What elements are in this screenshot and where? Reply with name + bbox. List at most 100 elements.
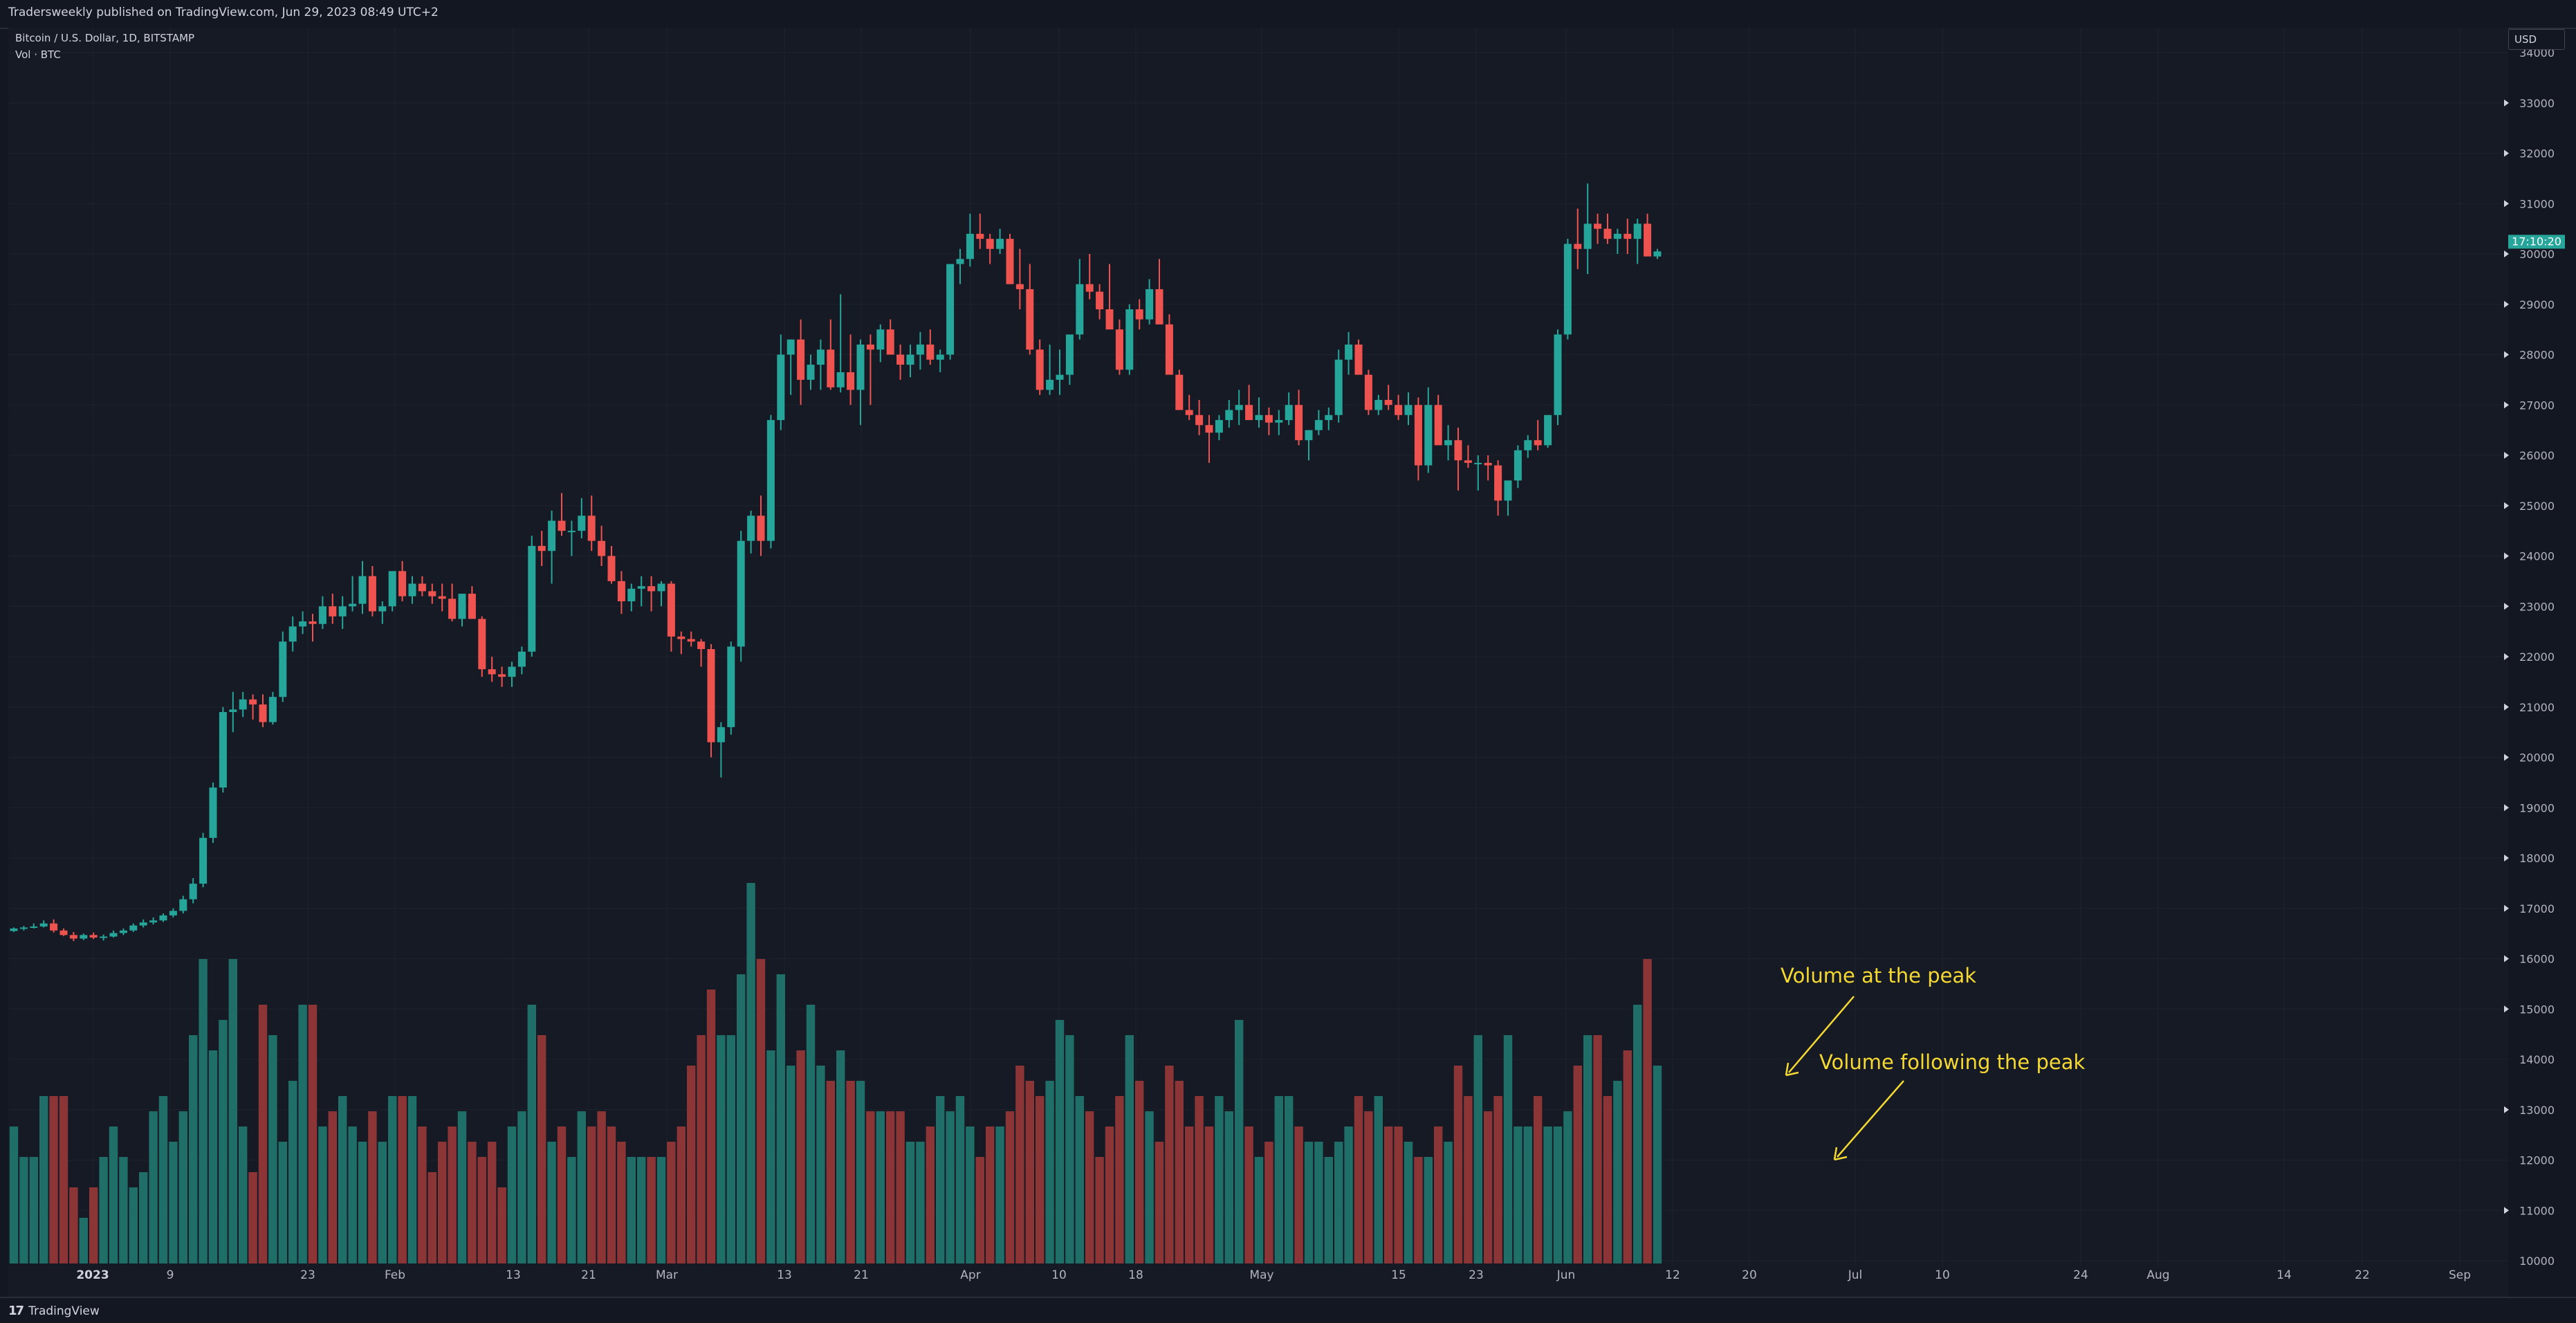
price-marker-icon (2504, 99, 2509, 107)
time-axis-label: 20 (1742, 1268, 1757, 1282)
symbol-title[interactable]: Bitcoin / U.S. Dollar, 1D, BITSTAMP (15, 32, 195, 44)
volume-bar (129, 1187, 138, 1263)
volume-bar (268, 1035, 277, 1263)
candle-body (1264, 414, 1273, 423)
volume-indicator-label[interactable]: Vol · BTC (15, 48, 61, 61)
volume-bar (1384, 1126, 1393, 1263)
price-axis-label: 30000 (2519, 248, 2555, 261)
candle-body (268, 697, 277, 722)
volume-bar (99, 1157, 108, 1263)
price-marker-icon (2504, 200, 2509, 208)
volume-bar (119, 1157, 128, 1263)
candle-body (1534, 440, 1542, 446)
candle-body (418, 583, 426, 592)
candle-body (19, 927, 28, 929)
candle-body (1474, 462, 1482, 464)
candle-body (537, 545, 546, 551)
annotation-volume-following-peak: Volume following the peak (1819, 1050, 2085, 1074)
price-axis-label: 11000 (2519, 1204, 2555, 1217)
price-marker-icon (2504, 401, 2509, 409)
price-axis-label: 12000 (2519, 1154, 2555, 1167)
price-marker-icon (2504, 452, 2509, 459)
candle-body (1046, 379, 1054, 390)
volume-bar (477, 1157, 486, 1263)
candle-body (517, 651, 526, 667)
candle-body (39, 923, 48, 927)
tradingview-logo[interactable]: 17 TradingView (8, 1304, 100, 1318)
volume-bar (308, 1005, 318, 1263)
volume-bar (318, 1126, 327, 1263)
volume-bar (1514, 1126, 1522, 1263)
volume-bar (1503, 1035, 1513, 1263)
candle-body (757, 515, 765, 541)
candle-body (1623, 233, 1632, 239)
volume-bar (398, 1096, 407, 1263)
volume-bar (986, 1126, 995, 1263)
volume-bar (1593, 1035, 1602, 1263)
candle-body (159, 915, 167, 921)
volume-bar (1493, 1096, 1502, 1263)
volume-bar (796, 1050, 805, 1263)
volume-bar (1603, 1096, 1612, 1263)
candle-body (1454, 440, 1462, 461)
candle-body (80, 935, 88, 939)
candle-body (647, 586, 656, 592)
volume-bar (726, 1035, 735, 1263)
volume-bar (717, 1035, 726, 1263)
volume-bar (677, 1126, 686, 1263)
volume-bar (1334, 1142, 1343, 1263)
currency-selector[interactable]: USD (2508, 29, 2565, 50)
time-axis-label: 12 (1665, 1268, 1680, 1282)
volume-bar (1095, 1157, 1104, 1263)
volume-bar (1414, 1157, 1423, 1263)
volume-bar (527, 1005, 536, 1263)
candle-body (866, 344, 874, 350)
candle-body (119, 930, 127, 933)
candle-body (936, 354, 944, 360)
volume-bar (1543, 1126, 1552, 1263)
volume-bar (637, 1157, 646, 1263)
candle-body (1015, 284, 1024, 289)
price-axis-label: 24000 (2519, 550, 2555, 563)
candle-body (1583, 223, 1592, 249)
volume-bar (1314, 1142, 1323, 1263)
candle-body (458, 594, 466, 619)
price-axis-label: 13000 (2519, 1104, 2555, 1117)
volume-bar (178, 1111, 187, 1263)
time-axis-label: Jun (1556, 1268, 1576, 1282)
price-marker-icon (2504, 804, 2509, 812)
price-axis-label: 31000 (2519, 197, 2555, 210)
time-axis-label: 15 (1391, 1268, 1406, 1282)
volume-bar (1274, 1096, 1283, 1263)
candle-body (1574, 244, 1582, 249)
volume-bar (139, 1172, 148, 1263)
volume-bar (557, 1126, 567, 1263)
price-axis-label: 10000 (2519, 1254, 2555, 1268)
candle-body (1334, 359, 1343, 415)
candle-body (1414, 405, 1422, 466)
candle-body (1374, 399, 1383, 410)
volume-bar (1444, 1142, 1453, 1263)
volume-bar (1135, 1081, 1144, 1263)
volume-bar (1125, 1035, 1134, 1263)
chart-pane[interactable] (8, 28, 2508, 1297)
candle-body (1056, 374, 1064, 380)
price-axis-label: 20000 (2519, 751, 2555, 765)
volume-bar (806, 1005, 816, 1263)
candle-body (468, 594, 476, 619)
candle-body (1215, 420, 1223, 433)
candle-body (786, 339, 795, 355)
candle-body (1036, 349, 1044, 390)
volume-bar (975, 1157, 984, 1263)
volume-bar (1036, 1096, 1045, 1263)
volume-bar (248, 1172, 257, 1263)
volume-bar (109, 1126, 118, 1263)
volume-bar (776, 974, 785, 1263)
price-axis-label: 32000 (2519, 147, 2555, 161)
candle-body (1235, 405, 1243, 410)
price-axis-label: 17000 (2519, 902, 2555, 915)
annotation-volume-at-peak: Volume at the peak (1781, 964, 1976, 987)
candle-body (1096, 291, 1104, 310)
candle-body (578, 515, 586, 531)
